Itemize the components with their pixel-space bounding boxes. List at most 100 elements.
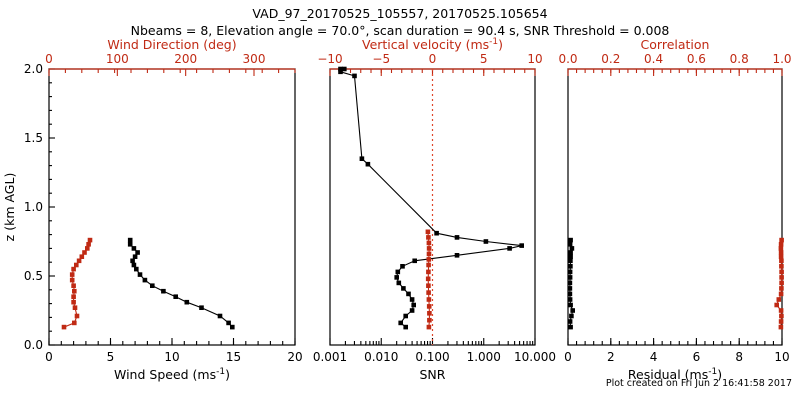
top-axis-tick-label: 0 [45, 52, 53, 66]
data-point-marker [567, 275, 573, 280]
data-point-marker [427, 317, 432, 323]
top-axis-tick-label: 0.0 [558, 52, 577, 66]
x-axis-tick-label: 0.100 [415, 350, 449, 364]
data-point-marker [776, 297, 782, 302]
data-point-marker [507, 246, 512, 251]
data-point-marker [567, 286, 573, 291]
data-point-marker [570, 308, 575, 313]
data-point-marker [85, 246, 90, 251]
data-point-marker [426, 290, 431, 295]
data-point-marker [403, 313, 408, 319]
data-point-marker [352, 73, 357, 79]
data-point-marker [425, 229, 431, 235]
data-point-marker [398, 320, 403, 326]
data-point-marker [61, 324, 67, 330]
y-axis-tick-label: 2.0 [24, 62, 43, 76]
data-point-marker [779, 264, 784, 269]
data-point-marker [134, 266, 139, 272]
top-axis-title: Correlation [641, 37, 710, 52]
data-point-marker [567, 297, 573, 302]
data-point-marker [406, 291, 411, 297]
data-point-marker [779, 258, 784, 264]
top-axis-title: Wind Direction (deg) [107, 37, 236, 52]
data-point-marker [130, 258, 135, 264]
data-point-marker [568, 254, 573, 259]
data-point-marker [132, 254, 138, 259]
top-axis-tick-label: 10 [527, 52, 542, 66]
data-point-marker [226, 320, 231, 326]
svg-text:z (km AGL): z (km AGL) [2, 173, 17, 242]
data-point-marker [434, 230, 439, 236]
series-snr [338, 66, 524, 330]
svg-text:Wind Direction (deg): Wind Direction (deg) [107, 37, 236, 52]
y-axis-tick-label: 1.5 [24, 131, 43, 145]
data-point-marker [365, 161, 371, 167]
x-axis-tick-label: 5 [107, 350, 115, 364]
data-point-marker [426, 324, 432, 330]
data-point-marker [426, 240, 432, 246]
panel-1: 0 5 10 15 20 Wind Speed (ms-1) 0 100 200 300 Wind … [45, 37, 302, 382]
y-axis-tick-label: 1.0 [24, 200, 43, 214]
data-point-marker [72, 320, 77, 326]
svg-text:Wind Speed (ms-1): Wind Speed (ms-1) [114, 367, 230, 382]
data-point-marker [779, 269, 784, 275]
data-point-marker [359, 156, 365, 161]
top-axis-tick-label: 200 [174, 52, 197, 66]
data-point-marker [568, 302, 573, 308]
data-point-marker [427, 311, 432, 316]
data-point-marker [568, 258, 573, 264]
top-axis-tick-label: 100 [106, 52, 129, 66]
data-point-marker [142, 277, 148, 283]
series-wind-direction [61, 237, 93, 330]
data-point-marker [71, 266, 76, 272]
data-point-marker [426, 269, 431, 275]
x-axis-tick-label: 15 [226, 350, 241, 364]
data-point-marker [567, 269, 573, 275]
data-point-marker [400, 264, 405, 269]
data-point-marker [778, 242, 784, 247]
data-point-marker [71, 299, 76, 305]
data-point-marker [569, 246, 575, 251]
data-point-marker [69, 272, 75, 277]
top-axis-tick-label: 0.2 [601, 52, 620, 66]
data-point-marker [426, 246, 432, 251]
data-point-marker [567, 319, 573, 324]
panel-frame [567, 68, 783, 346]
x-axis-title: Residual (ms-1) [628, 367, 722, 382]
data-point-marker [74, 313, 80, 319]
data-point-marker [137, 272, 143, 277]
x-axis-tick-label: 4 [650, 350, 658, 364]
top-axis-tick-label: −5 [372, 52, 390, 66]
panel-2: 0.001 0.010 0.100 1.000 10.000 SNR −10 −5 0 5 10 Ve… [313, 37, 556, 382]
data-point-marker [76, 258, 82, 264]
data-point-marker [425, 276, 431, 282]
top-axis-tick-label: 0.6 [687, 52, 706, 66]
plot-created-footer: Plot created on Fri Jun 2 16:41:58 2017 [605, 378, 792, 389]
data-point-marker [338, 66, 343, 72]
data-point-marker [394, 275, 399, 280]
data-point-marker [86, 242, 91, 247]
top-axis-tick-label: 5 [480, 52, 488, 66]
svg-text:Residual (ms-1): Residual (ms-1) [628, 367, 722, 382]
data-point-marker [568, 237, 573, 243]
data-point-marker [403, 324, 408, 330]
svg-text:SNR: SNR [420, 367, 446, 382]
data-point-marker [71, 294, 76, 299]
page-title: VAD_97_20170525_105557, 20170525.105654 [252, 6, 548, 21]
data-point-marker [342, 66, 347, 72]
data-point-marker [454, 253, 460, 258]
data-point-marker [131, 246, 137, 251]
data-point-marker [82, 250, 87, 255]
series-line [129, 240, 233, 328]
top-axis-tick-label: −10 [317, 52, 342, 66]
series-line [427, 231, 430, 328]
data-point-marker [426, 257, 432, 262]
data-point-marker [568, 264, 573, 269]
data-point-marker [199, 305, 204, 310]
y-axis-tick-label: 0.0 [24, 338, 43, 352]
data-point-marker [779, 275, 784, 280]
x-axis-tick-label: 10.000 [514, 350, 556, 364]
panel-frame [48, 68, 296, 346]
top-axis-tick-label: 0 [429, 52, 437, 66]
